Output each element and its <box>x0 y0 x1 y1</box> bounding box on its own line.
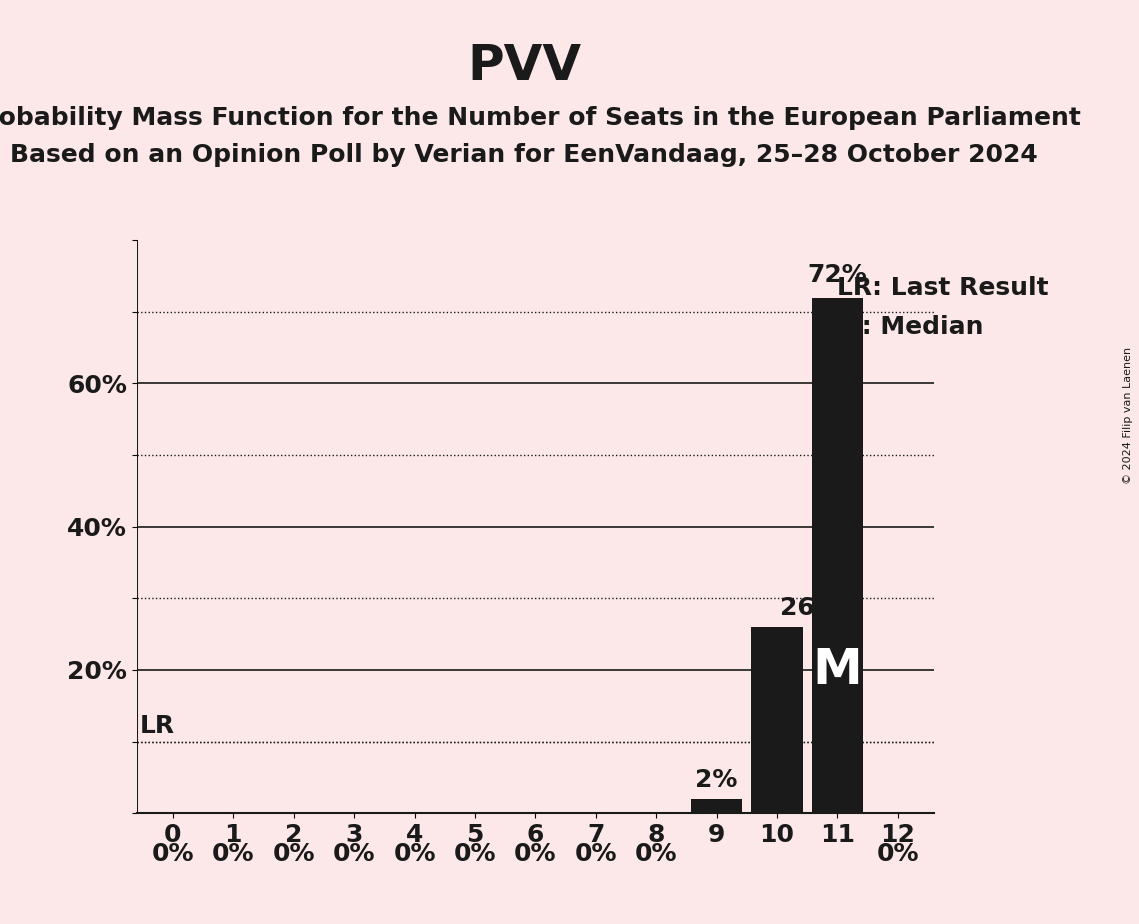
Text: 0%: 0% <box>453 842 497 866</box>
Text: © 2024 Filip van Laenen: © 2024 Filip van Laenen <box>1123 347 1133 484</box>
Text: M: M <box>812 646 862 694</box>
Text: 2%: 2% <box>695 768 738 792</box>
Text: PVV: PVV <box>467 42 581 90</box>
Text: 0%: 0% <box>212 842 255 866</box>
Text: LR: Last Result: LR: Last Result <box>837 276 1049 300</box>
Text: 0%: 0% <box>514 842 557 866</box>
Text: 0%: 0% <box>574 842 617 866</box>
Text: M: Median: M: Median <box>837 315 984 339</box>
Text: 0%: 0% <box>272 842 316 866</box>
Text: 0%: 0% <box>333 842 376 866</box>
Text: 0%: 0% <box>393 842 436 866</box>
Text: Based on an Opinion Poll by Verian for EenVandaag, 25–28 October 2024: Based on an Opinion Poll by Verian for E… <box>10 143 1038 167</box>
Text: 0%: 0% <box>151 842 194 866</box>
Bar <box>812 298 863 813</box>
Text: 0%: 0% <box>877 842 919 866</box>
Text: 0%: 0% <box>634 842 678 866</box>
Text: 72%: 72% <box>808 262 867 286</box>
Bar <box>752 626 803 813</box>
Text: Probability Mass Function for the Number of Seats in the European Parliament: Probability Mass Function for the Number… <box>0 106 1081 130</box>
Text: LR: LR <box>140 714 174 738</box>
Bar <box>691 798 743 813</box>
Text: 26%: 26% <box>780 596 839 620</box>
